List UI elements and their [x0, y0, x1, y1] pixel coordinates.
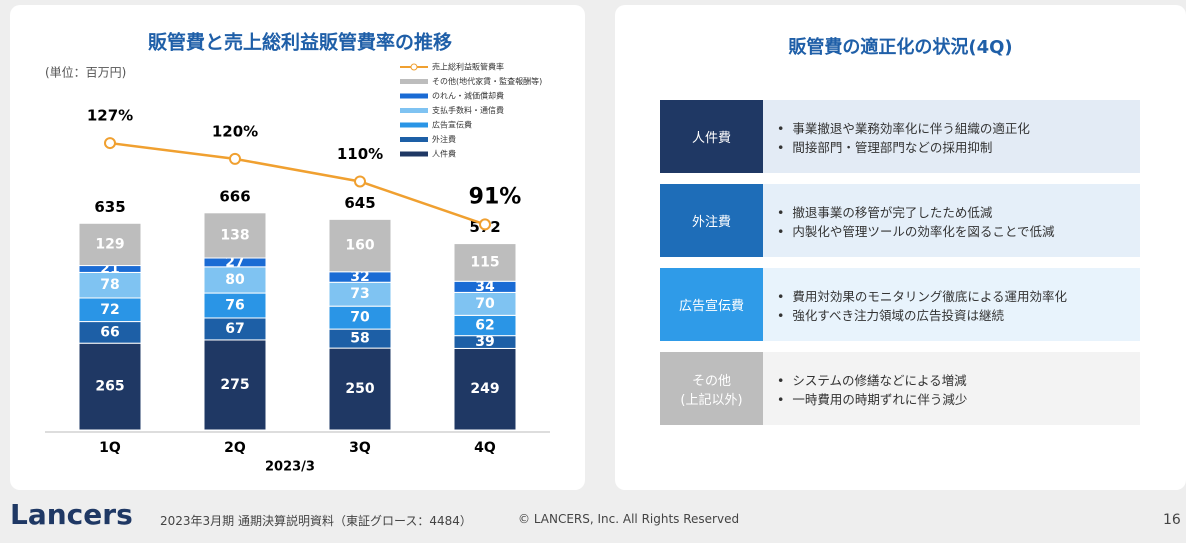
bar-segment	[78, 271, 142, 299]
row-item: 撤退事業の移管が完了したため低減	[777, 202, 1055, 221]
legend-label: 広告宣伝費	[432, 120, 472, 130]
segment-label: 66	[100, 324, 119, 340]
segment-label: 78	[100, 277, 119, 293]
legend-label: その他(地代家賃・監査報酬等)	[432, 76, 542, 86]
ratio-label: 127%	[87, 107, 133, 125]
segment-label: 70	[350, 310, 370, 326]
page-number: 16	[1163, 512, 1181, 528]
bar-segment	[453, 243, 517, 282]
segment-label: 58	[350, 331, 369, 347]
x-tick-label: 1Q	[99, 440, 121, 456]
segment-label: 32	[350, 269, 369, 285]
legend-swatch	[400, 122, 428, 128]
bar-segment	[78, 342, 142, 431]
x-tick-label: 3Q	[349, 440, 371, 456]
row-label: その他 (上記以外)	[660, 352, 763, 425]
footer-copyright: © LANCERS, Inc. All Rights Reserved	[518, 512, 740, 526]
logo: Lancers	[10, 498, 133, 531]
panel-title: 販管費の適正化の状況(4Q)	[788, 37, 1013, 58]
legend-swatch	[400, 108, 428, 113]
legend-swatch	[400, 93, 428, 99]
total-label: 645	[344, 194, 375, 212]
chart-title: 販管費と売上総利益販管費率の推移	[148, 31, 452, 54]
bar-segment	[203, 339, 267, 431]
segment-label: 250	[345, 381, 374, 397]
ratio-point	[229, 152, 241, 165]
legend-label: 売上総利益販管費率	[432, 62, 504, 72]
bar-segment	[328, 218, 392, 273]
segment-label: 70	[475, 296, 495, 312]
segment-label: 115	[470, 254, 499, 270]
segment-label: 62	[475, 317, 494, 333]
legend-swatch	[410, 63, 418, 71]
bar-segment	[453, 347, 517, 431]
x-tick-label: 4Q	[474, 440, 496, 456]
row-item: システムの修繕などによる増減	[777, 370, 967, 389]
row: 人件費事業撤退や業務効率化に伴う組織の適正化間接部門・管理部門などの採用抑制	[660, 100, 1140, 173]
row-items: システムの修繕などによる増減一時費用の時期ずれに伴う減少	[763, 352, 967, 425]
row-items: 費用対効果のモニタリング徹底による運用効率化強化すべき注力領域の広告投資は継続	[763, 268, 1067, 341]
row-items: 事業撤退や業務効率化に伴う組織の適正化間接部門・管理部門などの採用抑制	[763, 100, 1030, 173]
segment-label: 129	[95, 236, 124, 252]
row: 外注費撤退事業の移管が完了したため低減内製化や管理ツールの効率化を図ることで低減	[660, 184, 1140, 257]
legend-label: のれん・減価償却費	[432, 91, 504, 101]
bar-segment	[203, 212, 267, 259]
segment-label: 138	[220, 227, 249, 243]
row-items: 撤退事業の移管が完了したため低減内製化や管理ツールの効率化を図ることで低減	[763, 184, 1055, 257]
row-item: 間接部門・管理部門などの採用抑制	[777, 137, 1030, 156]
ratio-label: 110%	[337, 145, 383, 163]
row-item: 内製化や管理ツールの効率化を図ることで低減	[777, 221, 1054, 240]
ratio-line	[109, 141, 486, 226]
segment-label: 72	[100, 302, 119, 318]
ratio-label: 91%	[469, 184, 522, 209]
segment-label: 67	[225, 321, 244, 337]
row-label: 広告宣伝費	[660, 268, 763, 341]
ratio-label: 120%	[212, 122, 258, 140]
legend-label: 外注費	[432, 134, 456, 144]
segment-label: 80	[225, 272, 245, 288]
row: 広告宣伝費費用対効果のモニタリング徹底による運用効率化強化すべき注力領域の広告投…	[660, 268, 1140, 341]
legend-label: 支払手数料・通信費	[432, 105, 504, 115]
ratio-point	[479, 218, 491, 231]
row: その他 (上記以外)システムの修繕などによる増減一時費用の時期ずれに伴う減少	[660, 352, 1140, 425]
chart-card: 販管費と売上総利益販管費率の推移 (単位：百万円) 2023/3 1Q 265 66…	[10, 5, 585, 490]
x-axis-label: 2023/3	[265, 460, 315, 475]
segment-label: 39	[475, 334, 494, 350]
row-label: 外注費	[660, 184, 763, 257]
legend-swatch	[400, 151, 428, 157]
unit-note: (単位：百万円)	[45, 65, 126, 80]
segment-label: 275	[220, 377, 249, 393]
bar-segment	[328, 347, 392, 431]
row-label: 人件費	[660, 100, 763, 173]
segment-label: 249	[470, 381, 499, 397]
segment-label: 73	[350, 286, 369, 302]
chart: 販管費と売上総利益販管費率の推移 (単位：百万円) 2023/3 1Q 265 66…	[45, 31, 550, 475]
segment-label: 34	[475, 279, 495, 295]
panel-card: 販管費の適正化の状況(4Q) 人件費事業撤退や業務効率化に伴う組織の適正化間接部…	[615, 5, 1186, 490]
row-item: 強化すべき注力領域の広告投資は継続	[777, 305, 1067, 324]
bar-segment	[203, 292, 267, 319]
bar-segment	[78, 222, 142, 267]
legend-swatch	[400, 137, 428, 142]
row-item: 一時費用の時期ずれに伴う減少	[777, 389, 967, 408]
ratio-point	[354, 175, 366, 188]
row-item: 費用対効果のモニタリング徹底による運用効率化	[777, 286, 1067, 305]
ratio-point	[104, 137, 116, 150]
footer-doc: 2023年3月期 通期決算説明資料（東証グロース：4484）	[160, 514, 472, 528]
segment-label: 76	[225, 298, 244, 314]
total-label: 666	[219, 187, 250, 205]
x-tick-label: 2Q	[224, 440, 246, 456]
segment-label: 265	[95, 379, 124, 395]
total-label: 635	[94, 198, 125, 216]
legend-label: 人件費	[432, 149, 456, 159]
row-item: 事業撤退や業務効率化に伴う組織の適正化	[777, 118, 1030, 137]
segment-label: 160	[345, 238, 374, 254]
legend-swatch	[400, 79, 428, 84]
